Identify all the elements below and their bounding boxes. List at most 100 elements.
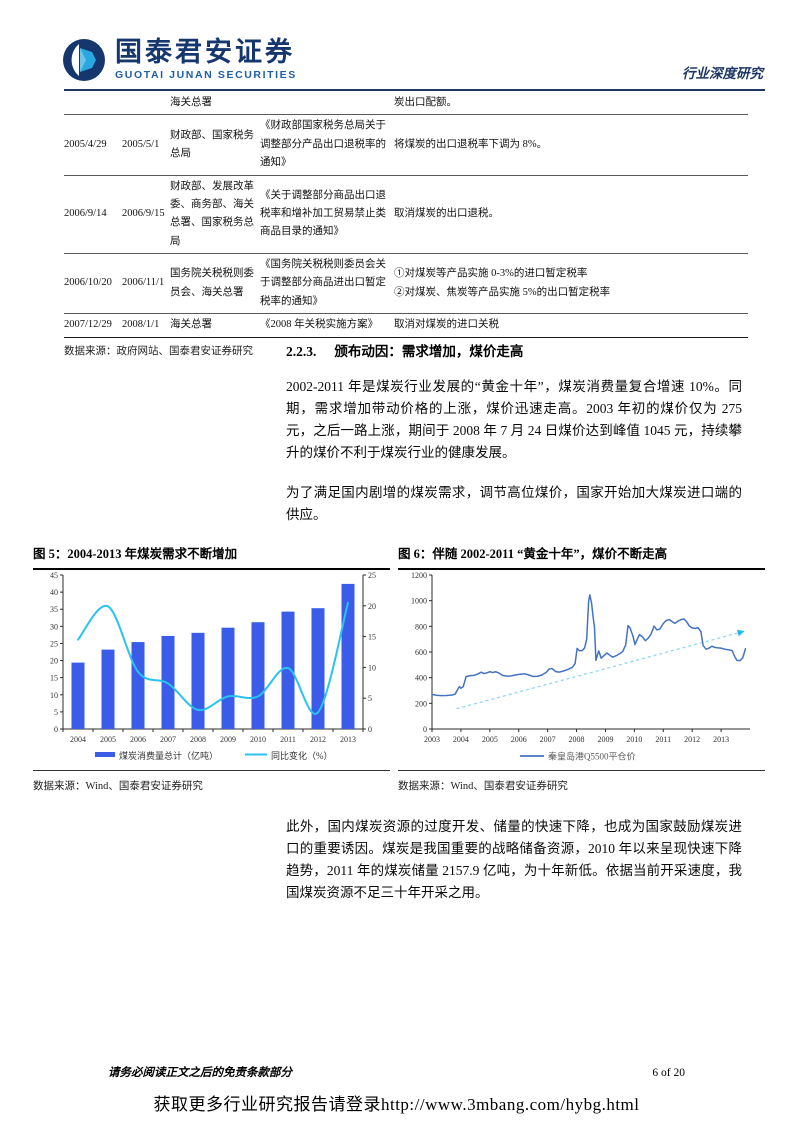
svg-text:400: 400 (415, 674, 427, 683)
cell-agency: 财政部、发展改革委、商务部、海关总署、国家税务总局 (170, 175, 260, 254)
svg-text:2004: 2004 (453, 735, 469, 744)
cell-content: 取消对煤炭的进口关税 (394, 313, 748, 338)
footer: 请务必阅读正文之后的免责条款部分 6 of 20 (108, 1064, 685, 1080)
svg-text:20: 20 (50, 657, 58, 666)
page-number: 6 of 20 (652, 1067, 685, 1079)
figure6-divider (398, 770, 765, 771)
cell-doc: 《国务院关税税则委员会关于调整部分商品进出口暂定税率的通知》 (260, 253, 394, 315)
svg-text:15: 15 (50, 674, 58, 683)
svg-text:2004: 2004 (70, 735, 86, 744)
svg-text:2006: 2006 (130, 735, 146, 744)
svg-text:2013: 2013 (340, 735, 356, 744)
cell-content: 将煤炭的出口退税率下调为 8%。 (394, 114, 748, 176)
svg-text:25: 25 (368, 571, 376, 580)
svg-text:2012: 2012 (684, 735, 700, 744)
svg-text:2009: 2009 (597, 735, 613, 744)
svg-text:1000: 1000 (411, 597, 427, 606)
svg-text:2005: 2005 (482, 735, 498, 744)
figure6-source: 数据来源：Wind、国泰君安证券研究 (398, 781, 568, 792)
policy-table: 海关总署 炭出口配额。 2005/4/29 2005/5/1 财政部、国家税务总局 《财政… (64, 92, 748, 338)
svg-text:1200: 1200 (411, 571, 427, 580)
svg-text:30: 30 (50, 622, 58, 631)
cell-doc (260, 92, 394, 116)
cell-date1: 2007/12/29 (64, 313, 122, 338)
cell-date2: 2008/1/1 (122, 313, 170, 338)
cell-date1 (64, 92, 122, 116)
svg-text:2007: 2007 (540, 735, 556, 744)
svg-text:10: 10 (368, 663, 376, 672)
cell-content: 取消煤炭的出口退税。 (394, 175, 748, 254)
svg-text:2012: 2012 (310, 735, 326, 744)
cell-content: 炭出口配额。 (394, 92, 748, 116)
cell-agency: 国务院关税税则委员会、海关总署 (170, 253, 260, 315)
table-row: 2006/9/14 2006/9/15 财政部、发展改革委、商务部、海关总署、国家税… (64, 175, 748, 254)
brand-name-en: GUOTAI JUNAN SECURITIES (115, 69, 297, 81)
cell-date1: 2006/9/14 (64, 175, 122, 254)
report-type-label: 行业深度研究 (682, 66, 763, 81)
figure5-chart: 0 5 10 15 20 25 30 35 40 45 0 5 10 15 20 25 2004 2005 2006… (50, 571, 376, 761)
svg-text:2010: 2010 (250, 735, 266, 744)
svg-text:2011: 2011 (655, 735, 671, 744)
svg-text:2008: 2008 (190, 735, 206, 744)
svg-text:35: 35 (50, 605, 58, 614)
figure6-chart: 0 200 400 600 800 1000 1200 2003 2004 2005 2006 200… (411, 571, 750, 762)
svg-text:2003: 2003 (424, 735, 440, 744)
svg-text:2010: 2010 (626, 735, 642, 744)
svg-text:5: 5 (368, 694, 372, 703)
header-divider (64, 89, 765, 91)
svg-text:45: 45 (50, 571, 58, 580)
cell-date1: 2005/4/29 (64, 114, 122, 176)
svg-text:40: 40 (50, 588, 58, 597)
svg-text:15: 15 (368, 633, 376, 642)
svg-text:10: 10 (50, 691, 58, 700)
svg-text:2011: 2011 (280, 735, 296, 744)
figure6-title: 图 6：伴随 2002-2011 “黄金十年”，煤价不断走高 (398, 543, 765, 570)
table-source: 数据来源：政府网站、国泰君安证券研究 (64, 345, 253, 357)
section-title: 颁布动因：需求增加，煤价走高 (334, 344, 524, 359)
svg-text:0: 0 (54, 725, 58, 734)
brand-name-cn: 国泰君安证券 (115, 37, 295, 67)
table-row: 2007/12/29 2008/1/1 海关总署 《2008 年关税实施方案》 取消对煤… (64, 313, 748, 338)
svg-text:煤炭消费量总计（亿吨）: 煤炭消费量总计（亿吨） (119, 750, 218, 761)
cell-date2: 2006/9/15 (122, 175, 170, 254)
figure5-title: 图 5：2004-2013 年煤炭需求不断增加 (33, 543, 390, 570)
svg-text:200: 200 (415, 699, 427, 708)
svg-text:800: 800 (415, 622, 427, 631)
figure5-source: 数据来源：Wind、国泰君安证券研究 (33, 781, 203, 792)
guotai-junan-logo-icon (63, 39, 105, 81)
section-number: 2.2.3. (286, 344, 317, 359)
cell-content: ①对煤炭等产品实施 0-3%的进口暂定税率 ②对煤炭、焦炭等产品实施 5%的出口… (394, 253, 748, 315)
svg-text:2008: 2008 (569, 735, 585, 744)
policy-table-body: 海关总署 炭出口配额。 2005/4/29 2005/5/1 财政部、国家税务总局 《财政… (64, 92, 748, 338)
svg-text:0: 0 (368, 725, 372, 734)
figure5-divider (33, 770, 390, 771)
svg-text:2005: 2005 (100, 735, 116, 744)
table-row: 2005/4/29 2005/5/1 财政部、国家税务总局 《财政部国家税务总局关于调… (64, 114, 748, 176)
promo-link[interactable]: 获取更多行业研究报告请登录http://www.3mbang.com/hybg.… (153, 1095, 640, 1114)
cell-doc: 《2008 年关税实施方案》 (260, 313, 394, 338)
svg-text:25: 25 (50, 639, 58, 648)
svg-text:600: 600 (415, 648, 427, 657)
paragraph-golden-decade: 2002-2011 年是煤炭行业发展的“黄金十年”，煤炭消费量复合增速 10%。… (286, 379, 742, 461)
svg-text:秦皇岛港Q5500平仓价: 秦皇岛港Q5500平仓价 (548, 751, 636, 762)
svg-text:2007: 2007 (160, 735, 176, 744)
svg-text:2006: 2006 (511, 735, 527, 744)
brand-text: 国泰君安证券 GUOTAI JUNAN SECURITIES (115, 37, 297, 82)
footer-disclaimer: 请务必阅读正文之后的免责条款部分 (108, 1067, 292, 1079)
cell-agency: 财政部、国家税务总局 (170, 114, 260, 176)
cell-agency: 海关总署 (170, 313, 260, 338)
svg-text:5: 5 (54, 708, 58, 717)
svg-text:同比变化（%）: 同比变化（%） (271, 750, 333, 761)
svg-text:2009: 2009 (220, 735, 236, 744)
cell-agency: 海关总署 (170, 92, 260, 116)
cell-doc: 《关于调整部分商品出口退税率和增补加工贸易禁止类商品目录的通知》 (260, 175, 394, 254)
cell-date2: 2005/5/1 (122, 114, 170, 176)
paragraph-import-supply: 为了满足国内剧增的煤炭需求，调节高位煤价，国家开始加大煤炭进口端的供应。 (286, 485, 742, 523)
svg-text:20: 20 (368, 602, 376, 611)
paragraph-resource-depletion: 此外，国内煤炭资源的过度开发、储量的快速下降，也成为国家鼓励煤炭进口的重要诱因。… (286, 819, 742, 901)
brand-logo: 国泰君安证券 GUOTAI JUNAN SECURITIES (62, 38, 297, 82)
table-row: 2006/10/20 2006/11/1 国务院关税税则委员会、海关总署 《国务院关税… (64, 253, 748, 315)
cell-date2: 2006/11/1 (122, 253, 170, 315)
svg-text:2013: 2013 (713, 735, 729, 744)
